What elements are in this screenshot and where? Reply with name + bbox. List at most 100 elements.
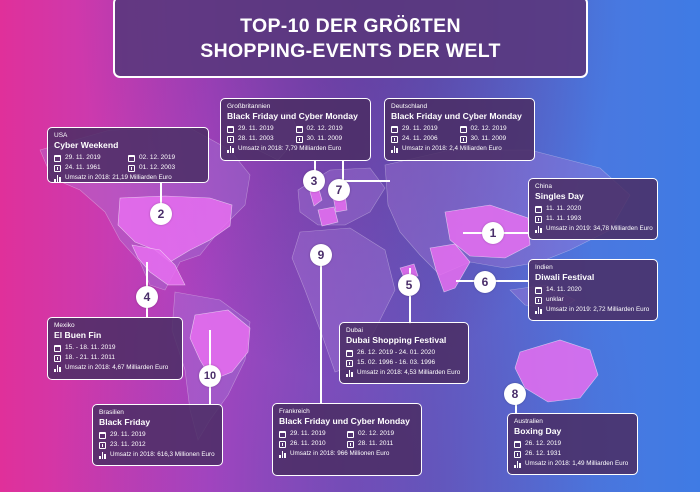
history-icon [346,359,353,367]
country-label: Frankreich [279,408,310,415]
connector-line [160,183,162,208]
title-line-1: TOP-10 DER GRÖßTEN [240,15,461,37]
connector-line [314,160,316,174]
bar-chart-icon [54,174,61,182]
sales-text: Umsatz in 2018: 21,19 Milliarden Euro [65,174,172,181]
event-date: 29. 11. 2019 [65,154,101,161]
calendar-icon [459,125,467,133]
event-name: Black Friday und Cyber Monday [391,111,522,121]
event-card-australia: Australien Boxing Day 26. 12. 2019 26. 1… [507,413,638,475]
calendar-icon [514,440,521,448]
history-icon [54,354,61,362]
first-event-date: 01. 12. 2003 [139,164,176,171]
connector-line [342,180,390,182]
calendar-icon [391,125,398,133]
country-label: China [535,183,552,190]
connector-line [409,268,411,274]
connector-line [342,160,344,180]
event-date: 02. 12. 2019 [306,125,343,132]
connector-line [456,280,476,282]
first-event-date: 11. 11. 1993 [546,215,582,222]
map-australia [514,339,599,403]
event-name: Black Friday [99,417,151,427]
sales-text: Umsatz in 2018: 966 Millionen Euro [290,450,390,457]
event-date: 15. - 18. 11. 2019 [65,344,116,351]
event-card-china: China Singles Day 11. 11. 2020 11. 11. 1… [528,178,658,240]
history-icon [128,164,135,172]
calendar-icon [54,344,61,352]
bar-chart-icon [535,225,542,233]
bar-chart-icon [514,460,521,468]
bar-chart-icon [227,145,234,153]
country-label: Dubai [346,327,363,334]
history-icon [99,441,106,449]
event-card-france: Frankreich Black Friday und Cyber Monday… [272,403,422,476]
event-date: 29. 11. 2019 [110,431,146,438]
calendar-icon [535,286,542,294]
connector-line [320,265,322,403]
rank-marker-3: 3 [303,170,325,192]
country-label: Großbritannien [227,103,271,110]
country-label: Indien [535,264,553,271]
history-icon [295,135,303,143]
country-label: USA [54,132,68,139]
event-card-mexico: Mexiko El Buen Fin 15. - 18. 11. 2019 18… [47,317,183,380]
bar-chart-icon [99,451,106,459]
map-mexico [131,244,186,286]
calendar-icon [54,154,61,162]
event-name: Black Friday und Cyber Monday [279,416,410,426]
event-name: Diwali Festival [535,272,595,282]
sales-text: Umsatz in 2018: 7,79 Milliarden Euro [238,145,342,152]
first-event-date: 28. 11. 2011 [358,440,394,447]
calendar-icon [279,430,286,438]
first-event-date: 24. 11. 2006 [402,135,438,142]
event-name: Cyber Weekend [54,140,119,150]
first-event-date: unklar [546,296,564,303]
bar-chart-icon [346,369,353,377]
calendar-icon [128,154,135,162]
country-label: Mexiko [54,322,75,329]
rank-marker-6: 6 [474,271,496,293]
sales-text: Umsatz in 2019: 2,72 Milliarden Euro [546,306,650,313]
rank-marker-7: 7 [328,179,350,201]
map-france [317,206,339,227]
history-icon [279,440,286,448]
first-event-date: 30. 11. 2009 [470,135,507,142]
event-date: 29. 11. 2019 [402,125,438,132]
event-card-usa: USA Cyber Weekend 29. 11. 2019 02. 12. 2… [47,127,209,183]
event-date: 02. 12. 2019 [470,125,507,132]
bar-chart-icon [391,145,398,153]
event-name: Singles Day [535,191,584,201]
history-icon [391,135,398,143]
first-event-date: 23. 11. 2012 [110,441,146,448]
connector-line [463,232,483,234]
connector-line [492,280,528,282]
history-icon [514,450,521,458]
rank-marker-5: 5 [398,274,420,296]
first-event-date: 26. 12. 1931 [525,450,562,457]
event-card-brazil: Brasilien Black Friday 29. 11. 2019 23. … [92,404,223,466]
event-date: 02. 12. 2019 [139,154,176,161]
first-event-date: 28. 11. 2003 [238,135,274,142]
event-card-germany: Deutschland Black Friday und Cyber Monda… [384,98,535,161]
event-card-dubai: Dubai Dubai Shopping Festival 26. 12. 20… [339,322,469,384]
event-date: 29. 11. 2019 [238,125,274,132]
history-icon [347,440,354,448]
sales-text: Umsatz in 2018: 4,53 Milliarden Euro [357,369,461,376]
first-event-date: 24. 11. 1961 [65,164,101,171]
event-card-uk: Großbritannien Black Friday und Cyber Mo… [220,98,371,161]
calendar-icon [227,125,234,133]
rank-marker-4: 4 [136,286,158,308]
connector-line [409,296,411,324]
history-icon [535,296,542,304]
event-date: 11. 11. 2020 [546,205,582,212]
sales-text: Umsatz in 2019: 34,78 Milliarden Euro [546,225,653,232]
event-card-india: Indien Diwali Festival 14. 11. 2020 unkl… [528,259,658,321]
history-icon [54,164,61,172]
calendar-icon [346,349,353,357]
history-icon [459,135,467,143]
event-date: 02. 12. 2019 [358,430,395,437]
rank-marker-8: 8 [504,383,526,405]
event-date: 29. 11. 2019 [290,430,326,437]
